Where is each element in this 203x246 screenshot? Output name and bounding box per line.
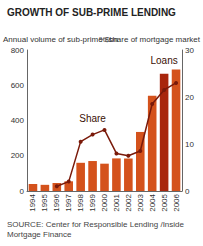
svg-text:0: 0 <box>20 187 25 196</box>
svg-text:GROWTH OF SUB-PRIME LENDING: GROWTH OF SUB-PRIME LENDING <box>7 7 176 18</box>
svg-text:1996: 1996 <box>52 193 61 211</box>
svg-text:200: 200 <box>11 151 25 160</box>
svg-text:Share: Share <box>79 113 106 124</box>
svg-text:Annual volume of sub-prime $bn: Annual volume of sub-prime $bn <box>3 35 119 44</box>
svg-text:2004: 2004 <box>148 193 157 211</box>
svg-text:Mortgage Finance: Mortgage Finance <box>7 230 72 239</box>
svg-text:Loans: Loans <box>150 55 177 66</box>
svg-text:30: 30 <box>185 46 194 55</box>
svg-text:2005: 2005 <box>160 193 169 211</box>
svg-text:2000: 2000 <box>100 193 109 211</box>
svg-text:2002: 2002 <box>124 193 133 211</box>
svg-text:1994: 1994 <box>28 193 37 211</box>
svg-text:2006: 2006 <box>172 193 181 211</box>
svg-text:10: 10 <box>185 140 194 149</box>
svg-text:1995: 1995 <box>40 193 49 211</box>
svg-text:20: 20 <box>185 93 194 102</box>
svg-text:2003: 2003 <box>136 193 145 211</box>
svg-text:1998: 1998 <box>76 193 85 211</box>
svg-text:SOURCE: Center for Responsible: SOURCE: Center for Responsible Lending /… <box>7 220 186 229</box>
svg-text:% share of mortgage market: % share of mortgage market <box>99 35 201 44</box>
svg-text:1997: 1997 <box>64 193 73 211</box>
svg-text:2001: 2001 <box>112 193 121 211</box>
svg-text:800: 800 <box>11 46 25 55</box>
svg-text:1999: 1999 <box>88 193 97 211</box>
svg-text:400: 400 <box>11 116 25 125</box>
svg-text:0: 0 <box>185 187 190 196</box>
svg-text:600: 600 <box>11 81 25 90</box>
